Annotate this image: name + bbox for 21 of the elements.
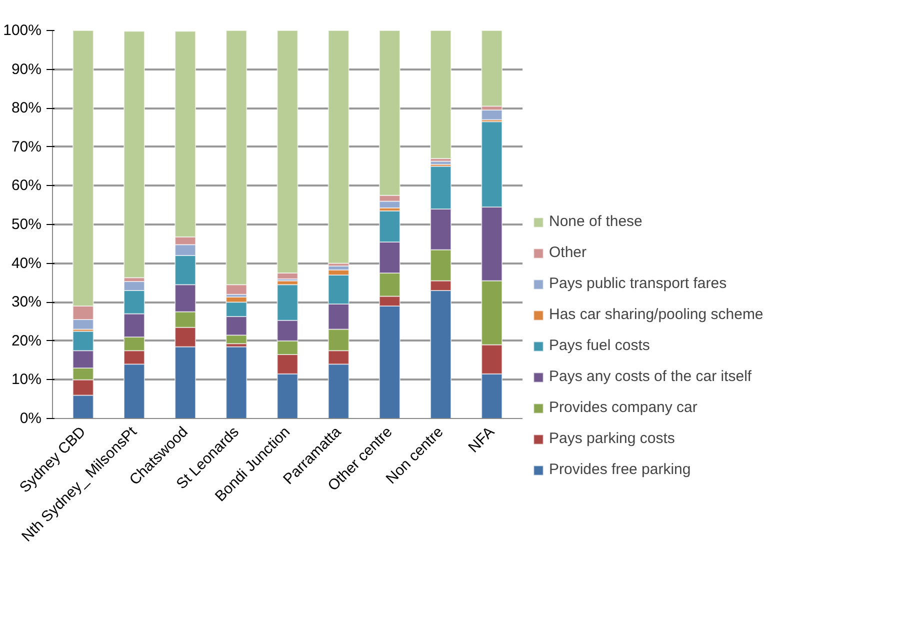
x-tick-label: NFA [465, 423, 498, 456]
legend-label: Other [549, 244, 587, 261]
y-tick-label: 100% [3, 22, 42, 39]
legend-label: Provides free parking [549, 461, 691, 478]
legend-label: Pays fuel costs [549, 337, 650, 354]
y-tick-label: 80% [11, 100, 42, 117]
legend-label: Pays parking costs [549, 430, 675, 447]
y-tick-label: 70% [11, 138, 42, 156]
legend-label: Pays public transport fares [549, 275, 727, 292]
legend-label: None of these [549, 213, 642, 230]
y-tick-label: 50% [11, 216, 42, 233]
y-tick-label: 90% [11, 60, 42, 78]
y-tick-label: 30% [11, 294, 42, 311]
y-tick-label: 60% [11, 177, 42, 194]
y-tick-label: 10% [11, 371, 42, 388]
y-tick-label: 0% [20, 410, 42, 427]
y-tick-label: 20% [11, 332, 42, 350]
legend-label: Provides company car [549, 399, 698, 416]
legend-label: Pays any costs of the car itself [549, 368, 752, 385]
legend-label: Has car sharing/pooling scheme [549, 306, 764, 323]
y-tick-label: 40% [11, 254, 42, 272]
